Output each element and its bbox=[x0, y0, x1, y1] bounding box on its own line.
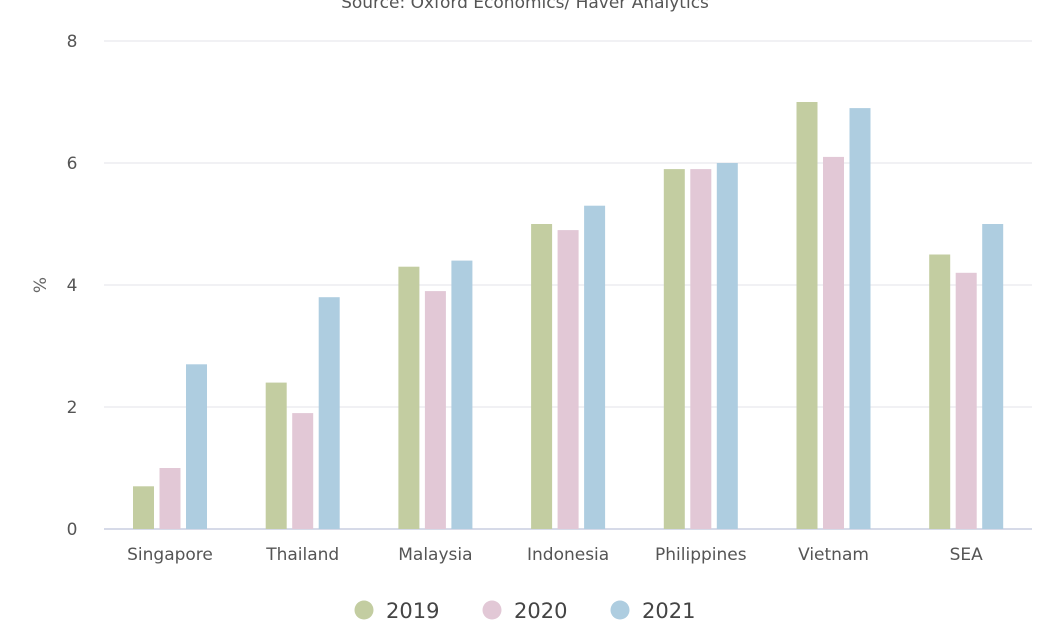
y-tick-label: 2 bbox=[67, 398, 78, 418]
bar-thailand-2019 bbox=[265, 382, 287, 529]
x-tick-label: Thailand bbox=[265, 545, 339, 565]
x-tick-label: Vietnam bbox=[798, 545, 869, 565]
bar-malaysia-2021 bbox=[451, 260, 473, 529]
bar-malaysia-2020 bbox=[424, 291, 446, 529]
bar-indonesia-2020 bbox=[557, 230, 579, 529]
legend-label: 2021 bbox=[642, 599, 695, 623]
x-tick-label: Philippines bbox=[655, 545, 747, 565]
bar-indonesia-2021 bbox=[584, 205, 606, 529]
bar-philippines-2019 bbox=[663, 169, 685, 529]
chart-source: Source: Oxford Economics/ Haver Analytic… bbox=[341, 0, 709, 13]
legend[interactable]: 2019 2020 2021 bbox=[354, 599, 696, 623]
legend-item-2021[interactable]: 2021 bbox=[610, 599, 696, 623]
y-axis-ticks: 0 2 4 6 8 bbox=[67, 32, 78, 540]
bar-malaysia-2019 bbox=[398, 266, 420, 529]
bar-vietnam-2021 bbox=[849, 108, 871, 529]
legend-item-2020[interactable]: 2020 bbox=[482, 599, 568, 623]
x-tick-label: Singapore bbox=[127, 545, 213, 565]
legend-label: 2020 bbox=[514, 599, 567, 623]
x-tick-label: Malaysia bbox=[398, 545, 472, 565]
x-tick-label: Indonesia bbox=[527, 545, 609, 565]
y-tick-label: 4 bbox=[67, 276, 78, 296]
legend-label: 2019 bbox=[386, 599, 439, 623]
bar-philippines-2020 bbox=[690, 169, 712, 529]
bar-sea-2019 bbox=[929, 254, 951, 529]
bar-vietnam-2019 bbox=[796, 102, 818, 529]
y-tick-label: 0 bbox=[67, 520, 78, 540]
bar-thailand-2021 bbox=[318, 297, 340, 529]
legend-marker bbox=[354, 600, 374, 620]
bar-singapore-2021 bbox=[186, 364, 207, 529]
bar-philippines-2021 bbox=[716, 163, 738, 529]
bar-vietnam-2020 bbox=[823, 156, 844, 529]
bar-thailand-2020 bbox=[292, 413, 314, 529]
bar-singapore-2020 bbox=[159, 468, 181, 529]
bar-sea-2021 bbox=[982, 224, 1004, 529]
bar-sea-2020 bbox=[955, 272, 977, 529]
y-tick-label: 6 bbox=[67, 154, 78, 174]
y-axis-title: % bbox=[31, 277, 51, 293]
y-tick-label: 8 bbox=[67, 32, 78, 52]
legend-marker bbox=[610, 600, 630, 620]
x-tick-label: SEA bbox=[950, 545, 984, 565]
legend-item-2019[interactable]: 2019 bbox=[354, 599, 440, 623]
legend-marker bbox=[482, 600, 502, 620]
x-axis-labels: Singapore Thailand Malaysia Indonesia Philip… bbox=[127, 545, 983, 565]
bars bbox=[133, 102, 1004, 529]
bar-singapore-2019 bbox=[133, 486, 154, 529]
bar-indonesia-2019 bbox=[531, 224, 553, 529]
